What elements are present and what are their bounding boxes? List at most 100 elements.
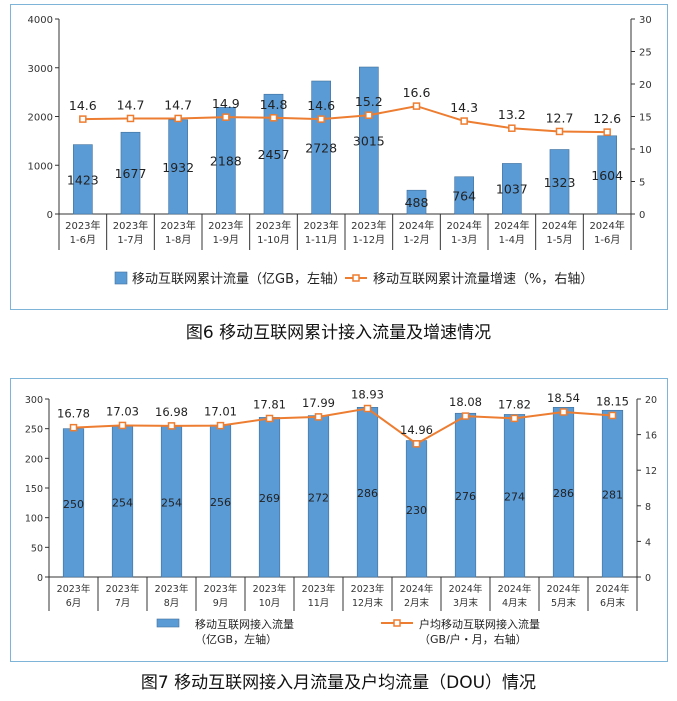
x-category-label-year: 2023年 bbox=[256, 219, 291, 232]
bar bbox=[454, 176, 474, 215]
x-category-label-year: 2023年 bbox=[57, 583, 91, 595]
monthly-traffic-chart: 0 50 100 150 200 250 300 0 4 8 12 16 20 2023年 6月 2023年 7… bbox=[25, 388, 657, 646]
x-category-label-period: 1-6月 bbox=[594, 234, 620, 246]
left-y-tick-label: 50 bbox=[31, 543, 43, 554]
line-marker bbox=[216, 421, 225, 430]
x-category-label-period: 1-11月 bbox=[305, 234, 338, 246]
line-marker bbox=[461, 412, 470, 420]
bar-value-label: 488 bbox=[405, 195, 429, 210]
line-marker bbox=[317, 115, 325, 123]
x-category-label-period: 6月末 bbox=[600, 597, 626, 609]
x-category-label-period: 11月 bbox=[308, 598, 330, 609]
bar-value-label: 1932 bbox=[162, 160, 194, 175]
line-marker bbox=[126, 114, 135, 123]
bar-value-label: 254 bbox=[112, 497, 133, 510]
legend-bar-label-line1: 移动互联网接入流量 bbox=[195, 617, 294, 631]
x-category-label-year: 2023年 bbox=[351, 583, 385, 595]
legend-line-marker bbox=[393, 619, 401, 627]
x-category-label-year: 2023年 bbox=[351, 219, 386, 232]
bar bbox=[503, 414, 526, 578]
x-category-label-year: 2023年 bbox=[204, 583, 238, 595]
x-category-label-year: 2024年 bbox=[547, 583, 581, 595]
x-category-label-year: 2023年 bbox=[160, 219, 195, 232]
bar-value-label: 2188 bbox=[210, 154, 242, 169]
line-value-label: 17.03 bbox=[106, 404, 139, 418]
line-value-label: 18.54 bbox=[547, 391, 580, 405]
line-value-label: 12.6 bbox=[593, 111, 621, 126]
x-category-label-period: 5月末 bbox=[551, 597, 577, 609]
line-value-label: 15.2 bbox=[355, 94, 383, 109]
line-value-label: 14.8 bbox=[260, 97, 288, 112]
bar-value-label: 250 bbox=[63, 498, 84, 511]
x-category-label-period: 2月末 bbox=[404, 597, 430, 609]
x-category-label-year: 2024年 bbox=[589, 219, 624, 232]
x-category-label-period: 1-9月 bbox=[213, 234, 239, 246]
bar bbox=[358, 66, 379, 215]
x-category-label-period: 6月 bbox=[66, 598, 82, 609]
x-category-label-year: 2024年 bbox=[596, 583, 630, 595]
bar bbox=[406, 189, 427, 215]
bar-value-label: 2728 bbox=[305, 141, 337, 156]
figure-7-caption: 图7 移动互联网接入月流量及户均流量（DOU）情况 bbox=[140, 673, 537, 693]
line-value-label: 14.7 bbox=[117, 97, 145, 112]
line-value-label: 14.6 bbox=[307, 98, 335, 113]
bar bbox=[601, 409, 624, 578]
left-y-tick-label: 3000 bbox=[28, 64, 53, 75]
bar-value-label: 269 bbox=[259, 492, 280, 505]
bar-value-label: 230 bbox=[406, 504, 427, 517]
line-marker bbox=[69, 423, 78, 432]
line-value-label: 18.15 bbox=[596, 394, 629, 408]
line-marker bbox=[118, 421, 127, 430]
line-marker bbox=[412, 102, 421, 110]
x-category-label-period: 1-4月 bbox=[499, 234, 525, 246]
bar-value-label: 286 bbox=[553, 487, 574, 500]
line-marker bbox=[265, 414, 274, 423]
line-value-label: 14.96 bbox=[400, 423, 433, 437]
bar bbox=[120, 131, 141, 215]
left-y-tick-label: 2000 bbox=[28, 113, 53, 124]
bar bbox=[549, 149, 570, 215]
x-category-label-year: 2024年 bbox=[498, 583, 532, 595]
bar-value-label: 764 bbox=[452, 188, 476, 203]
bar-value-label: 274 bbox=[504, 491, 525, 504]
bar-value-label: 286 bbox=[357, 487, 378, 500]
bar bbox=[216, 107, 236, 215]
line-marker bbox=[510, 414, 519, 423]
legend-bar-label: 移动互联网累计流量（亿GB，左轴） bbox=[132, 272, 346, 287]
line-value-label: 16.98 bbox=[155, 405, 188, 419]
line-value-label: 14.3 bbox=[450, 100, 478, 115]
chart-panel-cumulative-traffic: 0 1000 2000 3000 4000 0 5 10 15 20 25 30 2023年 1-6月 20… bbox=[10, 4, 668, 310]
line-marker bbox=[603, 128, 611, 136]
bar bbox=[311, 80, 331, 215]
line-value-label: 16.6 bbox=[403, 85, 431, 100]
x-category-label-year: 2024年 bbox=[494, 219, 529, 232]
x-category-label-period: 12月末 bbox=[352, 597, 384, 609]
x-category-label-period: 9月 bbox=[213, 598, 229, 609]
line-marker bbox=[412, 440, 421, 448]
bar bbox=[552, 407, 575, 578]
line-marker bbox=[508, 124, 516, 132]
x-category-label-period: 7月 bbox=[115, 598, 131, 609]
x-category-label-year: 2024年 bbox=[446, 219, 481, 232]
bar-value-label: 254 bbox=[161, 497, 182, 510]
line-value-label: 17.01 bbox=[204, 405, 237, 419]
bar-value-label: 1423 bbox=[67, 172, 99, 187]
left-y-tick-label: 0 bbox=[47, 210, 53, 221]
left-y-tick-label: 0 bbox=[37, 573, 43, 584]
left-y-tick-label: 250 bbox=[25, 425, 43, 436]
right-y-tick-label: 12 bbox=[645, 466, 657, 477]
x-category-label-period: 10月 bbox=[259, 598, 281, 609]
line-marker bbox=[269, 114, 278, 122]
x-category-label-year: 2023年 bbox=[302, 583, 336, 595]
x-category-label-year: 2024年 bbox=[449, 583, 483, 595]
line-value-label: 13.2 bbox=[498, 107, 526, 122]
line-value-label: 17.99 bbox=[302, 396, 335, 410]
line-value-label: 18.93 bbox=[351, 388, 384, 402]
x-category-label-period: 1-2月 bbox=[403, 234, 429, 246]
x-category-label-year: 2023年 bbox=[106, 583, 140, 595]
left-y-tick-label: 4000 bbox=[28, 15, 53, 26]
legend-line-marker bbox=[352, 274, 360, 282]
x-category-label-period: 3月末 bbox=[453, 597, 479, 609]
line-value-label: 16.78 bbox=[57, 407, 90, 421]
line-value-label: 18.08 bbox=[449, 395, 482, 409]
